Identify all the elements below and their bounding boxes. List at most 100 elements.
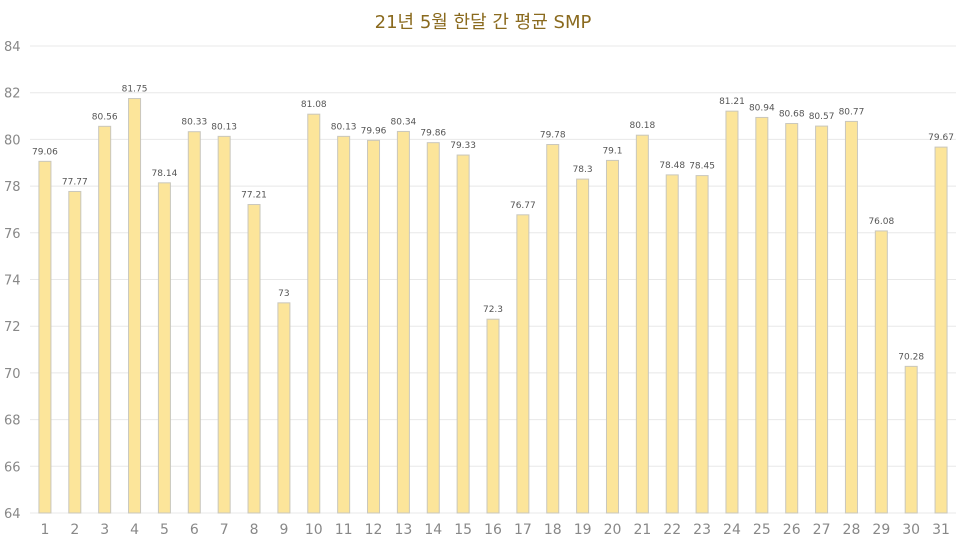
bar — [337, 135, 351, 514]
y-tick-label: 66 — [4, 460, 21, 475]
x-tick-label: 18 — [544, 522, 562, 538]
x-tick-label: 12 — [365, 522, 383, 538]
data-label: 78.3 — [573, 165, 593, 175]
bar — [755, 116, 769, 514]
y-tick-label: 76 — [4, 227, 21, 242]
x-tick-label: 8 — [250, 522, 259, 538]
bar — [456, 154, 470, 514]
data-label: 79.67 — [928, 133, 954, 143]
data-label: 80.33 — [181, 118, 207, 128]
y-tick-label: 80 — [4, 133, 21, 148]
x-tick-label: 31 — [932, 522, 950, 538]
x-tick-label: 15 — [454, 522, 472, 538]
data-label: 80.13 — [211, 122, 237, 132]
y-tick-label: 82 — [4, 87, 21, 102]
chart-title: 21년 5월 한달 간 평균 SMP — [374, 12, 592, 33]
bar — [217, 135, 231, 514]
x-tick-label: 5 — [160, 522, 169, 538]
data-label: 76.08 — [868, 217, 894, 227]
x-tick-label: 17 — [514, 522, 532, 538]
bar — [38, 160, 52, 514]
bar — [546, 144, 560, 514]
bar — [367, 139, 381, 514]
x-tick-label: 26 — [783, 522, 801, 538]
bar — [247, 204, 261, 514]
bar — [605, 159, 619, 514]
y-tick-label: 70 — [4, 367, 21, 382]
data-label: 79.33 — [450, 141, 476, 151]
data-label: 77.77 — [62, 177, 88, 187]
bar — [68, 190, 82, 514]
bar — [665, 174, 679, 514]
bar — [695, 175, 709, 514]
bar — [635, 134, 649, 514]
bar — [874, 230, 888, 514]
y-tick-label: 78 — [4, 180, 21, 195]
bar — [904, 365, 918, 514]
bar — [277, 302, 291, 514]
data-label: 72.3 — [483, 305, 503, 315]
data-label: 81.21 — [719, 97, 745, 107]
data-label: 80.94 — [749, 103, 775, 113]
data-label: 80.34 — [391, 117, 417, 127]
data-label: 77.21 — [241, 191, 267, 201]
data-label: 79.86 — [420, 129, 446, 139]
data-label: 79.1 — [602, 146, 622, 156]
x-tick-label: 23 — [693, 522, 711, 538]
data-label: 80.77 — [839, 107, 865, 117]
bar — [486, 318, 500, 514]
y-tick-label: 72 — [4, 320, 21, 335]
bar — [98, 125, 112, 514]
y-tick-label: 74 — [4, 274, 21, 289]
x-tick-label: 3 — [100, 522, 109, 538]
bar — [844, 120, 858, 514]
data-label: 80.57 — [809, 112, 835, 122]
x-tick-label: 16 — [484, 522, 502, 538]
data-label: 80.13 — [331, 122, 357, 132]
bar — [396, 130, 410, 514]
bar — [516, 214, 530, 514]
data-label: 81.75 — [122, 85, 148, 95]
bar — [785, 123, 799, 514]
x-tick-label: 9 — [279, 522, 288, 538]
data-label: 78.45 — [689, 162, 715, 172]
bar — [576, 178, 590, 514]
data-label: 78.48 — [659, 161, 685, 171]
x-tick-label: 22 — [663, 522, 681, 538]
bar — [426, 142, 440, 514]
x-tick-label: 14 — [424, 522, 442, 538]
bar — [934, 146, 948, 514]
x-tick-label: 2 — [70, 522, 79, 538]
data-label: 80.18 — [629, 121, 655, 131]
data-label: 70.28 — [898, 352, 924, 362]
x-tick-label: 10 — [305, 522, 323, 538]
data-label: 81.08 — [301, 100, 327, 110]
data-label: 80.68 — [779, 110, 805, 120]
x-tick-label: 24 — [723, 522, 741, 538]
data-label: 79.96 — [361, 126, 387, 136]
y-tick-label: 68 — [4, 414, 21, 429]
x-tick-label: 11 — [335, 522, 353, 538]
data-label: 76.77 — [510, 201, 536, 211]
data-label: 79.06 — [32, 147, 58, 157]
x-tick-label: 19 — [574, 522, 592, 538]
data-label: 80.56 — [92, 112, 118, 122]
data-label: 79.78 — [540, 131, 566, 141]
x-tick-label: 30 — [902, 522, 920, 538]
x-tick-label: 20 — [604, 522, 622, 538]
x-tick-label: 25 — [753, 522, 771, 538]
x-tick-label: 27 — [813, 522, 831, 538]
x-tick-label: 13 — [394, 522, 412, 538]
x-tick-label: 1 — [40, 522, 49, 538]
bar — [725, 110, 739, 514]
bar — [815, 125, 829, 514]
bar — [307, 113, 321, 514]
bar — [157, 182, 171, 514]
bar — [187, 131, 201, 514]
data-label: 78.14 — [152, 169, 178, 179]
x-tick-label: 21 — [633, 522, 651, 538]
y-tick-label: 64 — [4, 507, 21, 522]
data-label: 73 — [278, 289, 289, 299]
